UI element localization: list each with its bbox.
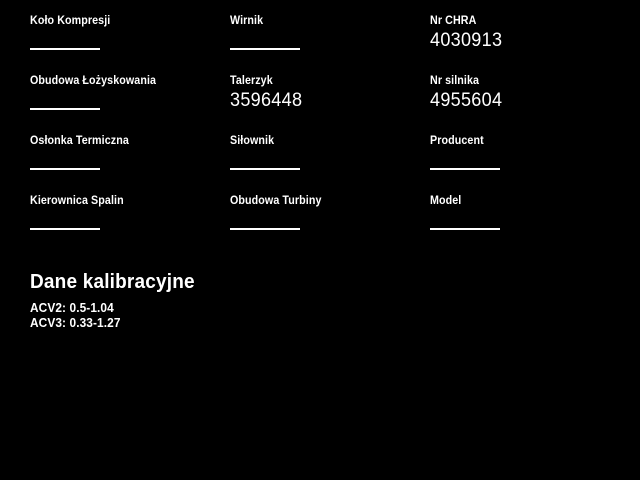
field-model[interactable]: Model (430, 194, 610, 254)
field-grid: Koło Kompresji Wirnik Nr CHRA 4030913 Ob… (30, 14, 610, 254)
field-label: Siłownik (230, 135, 275, 147)
field-value: 4030913 (430, 30, 503, 51)
field-label: Obudowa Łożyskowania (30, 75, 157, 87)
field-talerzyk[interactable]: Talerzyk 3596448 (230, 74, 430, 134)
field-label: Nr CHRA (430, 15, 477, 27)
field-obudowa-lozyskowania[interactable]: Obudowa Łożyskowania (30, 74, 230, 134)
field-oslonka-termiczna[interactable]: Osłonka Termiczna (30, 134, 230, 194)
field-underline (230, 48, 300, 50)
field-underline (430, 228, 500, 230)
field-underline (430, 168, 500, 170)
field-label: Koło Kompresji (30, 15, 111, 27)
field-underline (30, 48, 100, 50)
field-value: 4955604 (430, 90, 503, 111)
calibration-line-acv3: ACV3: 0.33-1.27 (30, 316, 121, 330)
field-nr-silnika[interactable]: Nr silnika 4955604 (430, 74, 610, 134)
field-value: 3596448 (230, 90, 303, 111)
field-underline (230, 228, 300, 230)
field-kierownica-spalin[interactable]: Kierownica Spalin (30, 194, 230, 254)
field-label: Kierownica Spalin (30, 195, 124, 207)
field-label: Obudowa Turbiny (230, 195, 322, 207)
field-label: Wirnik (230, 15, 264, 27)
field-producent[interactable]: Producent (430, 134, 610, 194)
calibration-values: ACV2: 0.5-1.04 ACV3: 0.33-1.27 (30, 301, 330, 331)
field-obudowa-turbiny[interactable]: Obudowa Turbiny (230, 194, 430, 254)
field-label: Model (430, 195, 462, 207)
field-label: Talerzyk (230, 75, 273, 87)
field-kolo-kompresji[interactable]: Koło Kompresji (30, 14, 230, 74)
field-underline (30, 168, 100, 170)
calibration-title: Dane kalibracyjne (30, 271, 195, 293)
field-wirnik[interactable]: Wirnik (230, 14, 430, 74)
field-label: Producent (430, 135, 484, 147)
field-underline (30, 108, 100, 110)
field-label: Nr silnika (430, 75, 480, 87)
field-nr-chra[interactable]: Nr CHRA 4030913 (430, 14, 610, 74)
field-underline (230, 168, 300, 170)
calibration-line-acv2: ACV2: 0.5-1.04 (30, 301, 114, 315)
calibration-section: Dane kalibracyjne ACV2: 0.5-1.04 ACV3: 0… (30, 270, 330, 331)
field-silownik[interactable]: Siłownik (230, 134, 430, 194)
field-label: Osłonka Termiczna (30, 135, 129, 147)
field-underline (30, 228, 100, 230)
